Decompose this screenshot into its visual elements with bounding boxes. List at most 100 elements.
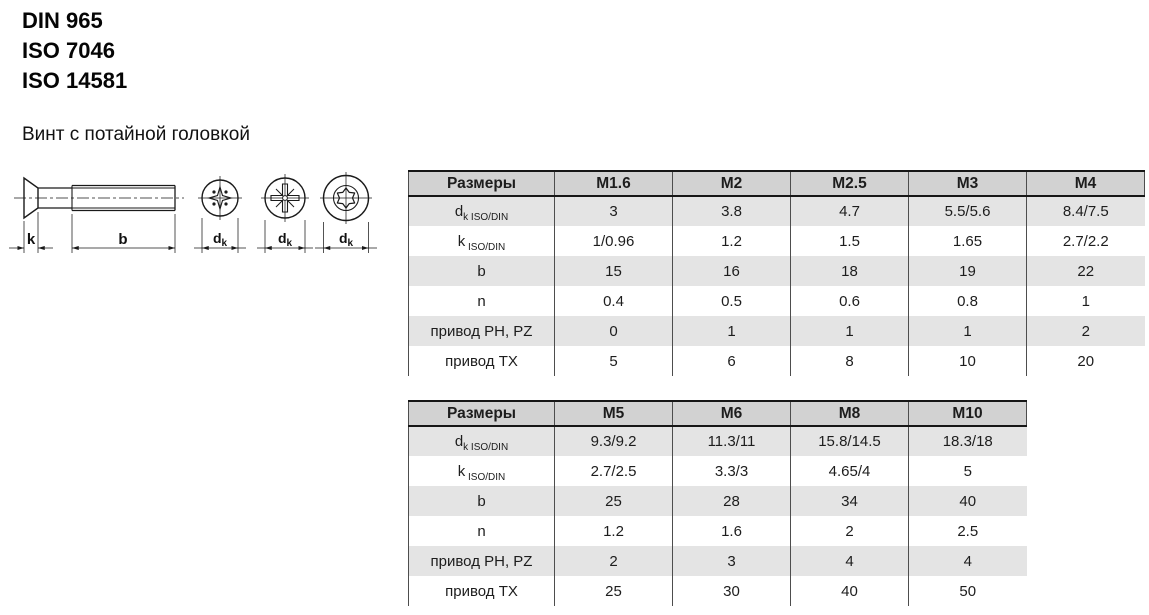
column-header-size: M5 <box>554 400 673 427</box>
value-cell: 9.3/9.2 <box>554 426 673 456</box>
screw-side-view <box>14 176 184 220</box>
dimension-k <box>9 212 53 253</box>
value-cell: 18 <box>790 256 909 286</box>
table-row: привод TX 5 6 8 10 20 <box>408 346 1145 376</box>
value-cell: 2 <box>790 516 909 546</box>
row-label: n <box>408 286 555 316</box>
value-cell: 6 <box>672 346 791 376</box>
phillips-recess-icon <box>198 176 242 220</box>
value-cell: 5.5/5.6 <box>908 196 1027 226</box>
table-row: k ISO/DIN 2.7/2.5 3.3/3 4.65/4 5 <box>408 456 1027 486</box>
value-cell: 10 <box>908 346 1027 376</box>
value-cell: 3 <box>554 196 673 226</box>
value-cell: 50 <box>908 576 1027 606</box>
torx-recess-icon <box>320 172 372 224</box>
column-header-size: M4 <box>1026 170 1145 197</box>
size-table-m5-m10: Размеры M5 M6 M8 M10 dk ISO/DIN 9.3/9.2 11.3/11… <box>408 400 1027 606</box>
value-cell: 0.8 <box>908 286 1027 316</box>
row-label: dk ISO/DIN <box>408 426 555 456</box>
value-cell: 1.6 <box>672 516 791 546</box>
row-label: привод PH, PZ <box>408 316 555 346</box>
row-label: n <box>408 516 555 546</box>
value-cell: 2.7/2.5 <box>554 456 673 486</box>
value-cell: 2.5 <box>908 516 1027 546</box>
table-row: dk ISO/DIN 9.3/9.2 11.3/11 15.8/14.5 18.3/18 <box>408 426 1027 456</box>
table-row: dk ISO/DIN 3 3.8 4.7 5.5/5.6 8.4/7.5 <box>408 196 1145 226</box>
product-title: Винт с потайной головкой <box>22 124 250 145</box>
value-cell: 1 <box>790 316 909 346</box>
value-cell: 1 <box>672 316 791 346</box>
value-cell: 0.4 <box>554 286 673 316</box>
column-header-sizes: Размеры <box>408 400 555 427</box>
value-cell: 1 <box>1026 286 1145 316</box>
value-cell: 8.4/7.5 <box>1026 196 1145 226</box>
column-header-size: M1.6 <box>554 170 673 197</box>
dimension-dk-pozidriv <box>257 220 313 253</box>
value-cell: 1 <box>908 316 1027 346</box>
value-cell: 40 <box>908 486 1027 516</box>
row-label: k ISO/DIN <box>408 226 555 256</box>
dimension-b <box>71 214 176 253</box>
size-table-m1.6-m4: Размеры M1.6 M2 M2.5 M3 M4 dk ISO/DIN 3 3.8 4.7 5.… <box>408 170 1145 376</box>
column-header-size: M8 <box>790 400 909 427</box>
value-cell: 28 <box>672 486 791 516</box>
value-cell: 20 <box>1026 346 1145 376</box>
value-cell: 1.5 <box>790 226 909 256</box>
value-cell: 4 <box>908 546 1027 576</box>
row-label: k ISO/DIN <box>408 456 555 486</box>
value-cell: 4 <box>790 546 909 576</box>
value-cell: 25 <box>554 576 673 606</box>
column-header-sizes: Размеры <box>408 170 555 197</box>
value-cell: 1.65 <box>908 226 1027 256</box>
table-row: k ISO/DIN 1/0.96 1.2 1.5 1.65 2.7/2.2 <box>408 226 1145 256</box>
table-row: привод PH, PZ 2 3 4 4 <box>408 546 1027 576</box>
value-cell: 19 <box>908 256 1027 286</box>
column-header-size: M2 <box>672 170 791 197</box>
value-cell: 15 <box>554 256 673 286</box>
column-header-size: M10 <box>908 400 1027 427</box>
dim-label-b: b <box>118 231 127 248</box>
table-row: привод PH, PZ 0 1 1 1 2 <box>408 316 1145 346</box>
value-cell: 2.7/2.2 <box>1026 226 1145 256</box>
standard-din-965: DIN 965 <box>22 8 103 33</box>
value-cell: 16 <box>672 256 791 286</box>
value-cell: 5 <box>554 346 673 376</box>
value-cell: 1.2 <box>672 226 791 256</box>
dimension-dk-torx <box>315 222 377 253</box>
dim-label-k: k <box>27 231 36 248</box>
value-cell: 2 <box>554 546 673 576</box>
standard-iso-14581: ISO 14581 <box>22 68 128 93</box>
pozidriv-recess-icon <box>261 174 309 222</box>
row-label: b <box>408 256 555 286</box>
table-row: b 15 16 18 19 22 <box>408 256 1145 286</box>
row-label: b <box>408 486 555 516</box>
dim-label-dk-torx: dk <box>339 230 354 249</box>
header-row: Размеры M5 M6 M8 M10 <box>408 400 1027 427</box>
value-cell: 1.2 <box>554 516 673 546</box>
row-label: привод TX <box>408 576 555 606</box>
dimension-dk-phillips <box>194 218 246 253</box>
standard-iso-7046: ISO 7046 <box>22 38 115 63</box>
row-label: привод TX <box>408 346 555 376</box>
value-cell: 8 <box>790 346 909 376</box>
header-row: Размеры M1.6 M2 M2.5 M3 M4 <box>408 170 1145 197</box>
value-cell: 25 <box>554 486 673 516</box>
value-cell: 30 <box>672 576 791 606</box>
value-cell: 3.3/3 <box>672 456 791 486</box>
table-row: привод TX 25 30 40 50 <box>408 576 1027 606</box>
value-cell: 18.3/18 <box>908 426 1027 456</box>
dim-label-dk-pozidriv: dk <box>278 230 293 249</box>
dim-label-dk-phillips: dk <box>213 230 228 249</box>
value-cell: 3 <box>672 546 791 576</box>
value-cell: 4.65/4 <box>790 456 909 486</box>
table-row: n 1.2 1.6 2 2.5 <box>408 516 1027 546</box>
value-cell: 1/0.96 <box>554 226 673 256</box>
value-cell: 22 <box>1026 256 1145 286</box>
value-cell: 34 <box>790 486 909 516</box>
value-cell: 0.5 <box>672 286 791 316</box>
column-header-size: M6 <box>672 400 791 427</box>
value-cell: 0 <box>554 316 673 346</box>
value-cell: 3.8 <box>672 196 791 226</box>
value-cell: 4.7 <box>790 196 909 226</box>
value-cell: 15.8/14.5 <box>790 426 909 456</box>
